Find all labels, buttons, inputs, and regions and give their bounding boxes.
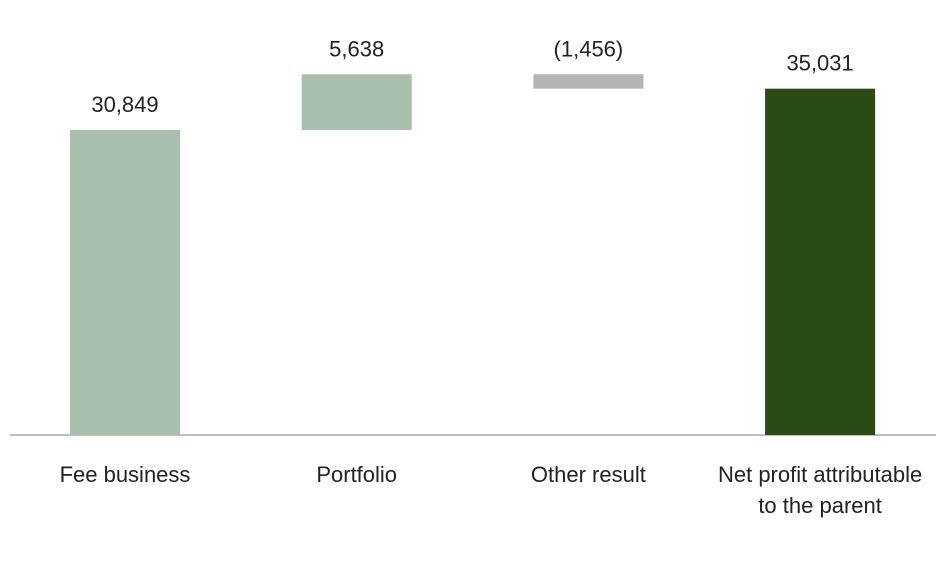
value-label: 5,638 [329,36,384,61]
x-tick-label: Fee business [59,462,191,487]
bar [765,88,876,436]
value-label: 35,031 [786,51,853,76]
bar [533,74,644,89]
x-tick-label: Net profit attributable to the parent [717,462,923,518]
x-tick-label: Portfolio [316,462,398,487]
x-tick-label: Other result [530,462,646,487]
bar [301,74,412,131]
bar [70,130,180,435]
value-label: 30,849 [91,92,158,117]
value-label: (1,456) [554,36,624,61]
